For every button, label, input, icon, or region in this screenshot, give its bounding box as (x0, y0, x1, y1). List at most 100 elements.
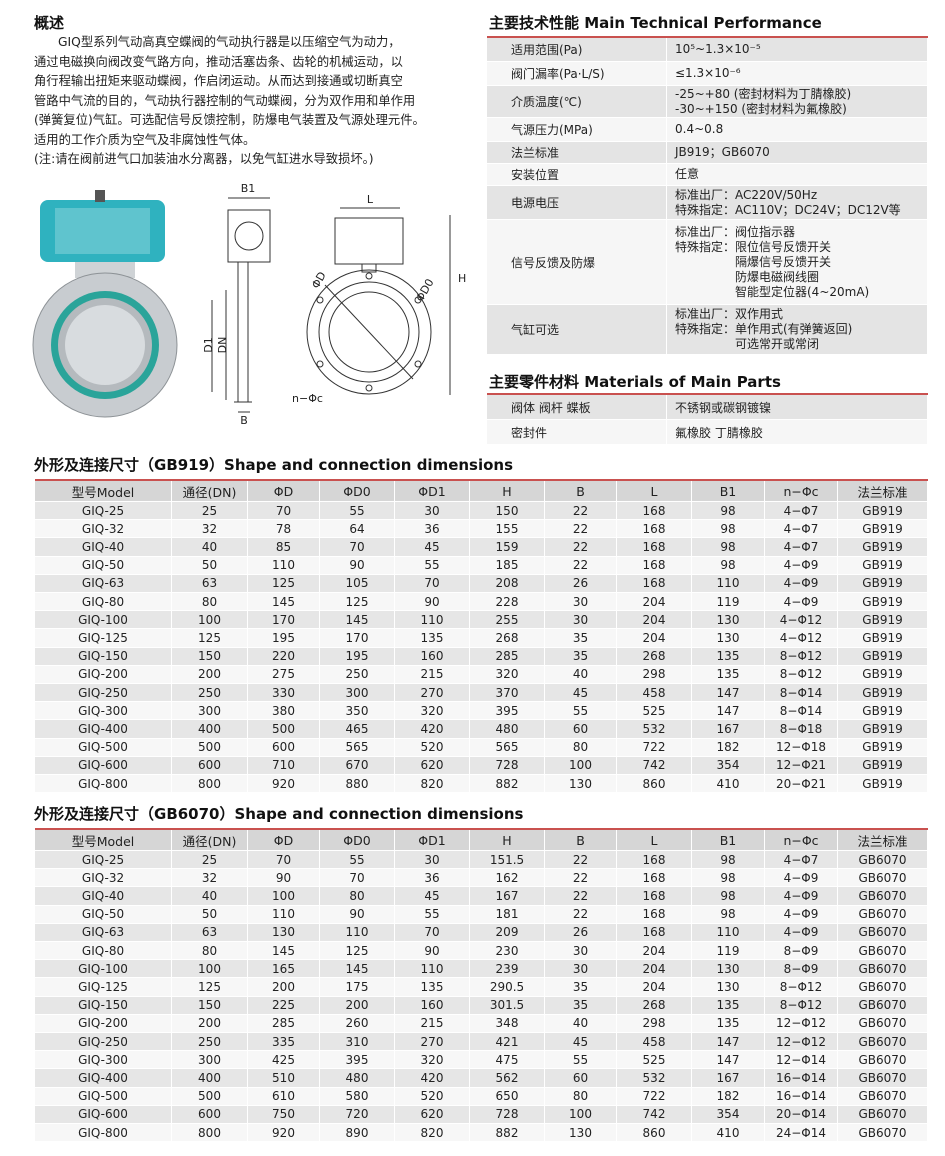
dim-label: B1 (241, 182, 256, 195)
overview-line: 管路中气流的目的，气动执行器控制的气动蝶阀，分为双作用和单作用 (34, 93, 416, 108)
table-cell: 600 (172, 1105, 248, 1124)
tech-value-line: ≤1.3×10⁻⁶ (675, 66, 741, 80)
table-cell: 285 (248, 1014, 320, 1033)
table-cell: 70 (248, 502, 320, 521)
table-cell: GB919 (838, 702, 928, 721)
table-cell: 45 (545, 1033, 617, 1052)
table-cell: 425 (248, 1051, 320, 1070)
table-cell: 50 (172, 905, 248, 924)
table-cell: 185 (470, 556, 545, 575)
tech-label: 气缸可选 (487, 305, 667, 355)
table-cell: 170 (320, 629, 395, 648)
table-cell: GIQ-50 (35, 905, 172, 924)
material-part: 阀体 阀杆 蝶板 (487, 395, 667, 420)
table-cell: 565 (470, 738, 545, 757)
table-cell: GB919 (838, 520, 928, 539)
table-cell: 100 (172, 960, 248, 979)
table-cell: GB919 (838, 738, 928, 757)
overview-line: GIQ型系列气动高真空蝶阀的气动执行器是以压缩空气为动力， (58, 35, 401, 49)
table-cell: 85 (248, 538, 320, 557)
table-cell: 147 (692, 702, 765, 721)
tech-label: 介质温度(℃) (487, 86, 667, 118)
table-cell: GIQ-250 (35, 684, 172, 703)
table-cell: GIQ-200 (35, 1014, 172, 1033)
table-cell: 920 (248, 1124, 320, 1143)
table-cell: GIQ-200 (35, 665, 172, 684)
table-cell: 45 (395, 538, 470, 557)
table-cell: 520 (395, 738, 470, 757)
tech-label: 安装位置 (487, 164, 667, 186)
table-cell: 330 (248, 684, 320, 703)
table-cell: 98 (692, 556, 765, 575)
table-cell: 70 (248, 851, 320, 870)
table-cell: 130 (248, 923, 320, 942)
table-cell: 40 (172, 538, 248, 557)
table-cell: 181 (470, 905, 545, 924)
overview-line: 通过电磁换向阀改变气路方向，推动活塞齿条、齿轮的机械运动，以 (34, 54, 403, 69)
table-cell: 720 (320, 1105, 395, 1124)
table-cell: 882 (470, 1124, 545, 1143)
table-cell: 119 (692, 942, 765, 961)
table-cell: 480 (320, 1069, 395, 1088)
table-cell: 420 (395, 1069, 470, 1088)
table-cell: 130 (692, 960, 765, 979)
table-cell: 728 (470, 756, 545, 775)
table-cell: 130 (545, 775, 617, 794)
overview-line: (注:请在阀前进气口加装油水分离器，以免气缸进水导致损坏。) (34, 152, 374, 166)
table-cell: 98 (692, 520, 765, 539)
table-cell: 480 (470, 720, 545, 739)
rule (487, 393, 928, 395)
table-cell: 150 (172, 647, 248, 666)
table-cell: 4−Φ9 (765, 887, 838, 906)
table-cell: 168 (617, 556, 692, 575)
table-cell: 200 (248, 978, 320, 997)
overview-line: (弹簧复位)气缸。可选配信号反馈控制，防爆电气装置及气源处理元件。 (34, 113, 425, 127)
tech-value-line: 10⁵~1.3×10⁻⁵ (675, 42, 761, 56)
dim-label: L (367, 193, 374, 206)
table-cell: 400 (172, 1069, 248, 1088)
table-cell: 215 (395, 1014, 470, 1033)
table-cell: 22 (545, 520, 617, 539)
table-cell: 55 (545, 1051, 617, 1070)
table-cell: 70 (320, 869, 395, 888)
table-cell: 8−Φ12 (765, 978, 838, 997)
table-cell: 110 (692, 923, 765, 942)
table-cell: GB6070 (838, 978, 928, 997)
table-cell: 4−Φ9 (765, 574, 838, 593)
table-cell: GB919 (838, 756, 928, 775)
table-cell: GIQ-80 (35, 593, 172, 612)
header-cell: 法兰标准 (838, 481, 928, 502)
table-cell: 722 (617, 738, 692, 757)
table-cell: GB6070 (838, 996, 928, 1015)
table-cell: 26 (545, 574, 617, 593)
table-cell: 348 (470, 1014, 545, 1033)
header-cell: H (470, 830, 545, 851)
tech-value: 标准出厂：AC220V/50Hz 特殊指定：AC110V；DC24V；DC12V等 (667, 186, 928, 220)
table-cell: 155 (470, 520, 545, 539)
table-cell: 400 (172, 720, 248, 739)
tech-value-line: -25~+80 (密封材料为丁腈橡胶) (675, 86, 852, 101)
table-cell: 60 (545, 720, 617, 739)
table-cell: 145 (248, 942, 320, 961)
table-cell: 147 (692, 1051, 765, 1070)
table-cell: 135 (692, 996, 765, 1015)
table-cell: GB6070 (838, 1051, 928, 1070)
table-cell: 620 (395, 756, 470, 775)
table-cell: 290.5 (470, 978, 545, 997)
header-cell: ΦD1 (395, 830, 470, 851)
header-cell: B1 (692, 830, 765, 851)
table-cell: 30 (545, 593, 617, 612)
table-cell: 63 (172, 923, 248, 942)
table-cell: 125 (172, 978, 248, 997)
table-cell: 36 (395, 520, 470, 539)
table-cell: 800 (172, 1124, 248, 1143)
table-cell: 395 (470, 702, 545, 721)
table-cell: 209 (470, 923, 545, 942)
tech-value-line: 标准出厂：阀位指示器 (675, 224, 796, 239)
table-cell: GB6070 (838, 1105, 928, 1124)
material-value: 不锈钢或碳钢镀镍 (667, 395, 928, 420)
table-cell: 98 (692, 887, 765, 906)
material-value: 氟橡胶 丁腈橡胶 (667, 420, 928, 445)
table-cell: 30 (395, 502, 470, 521)
table-cell: GIQ-800 (35, 775, 172, 794)
